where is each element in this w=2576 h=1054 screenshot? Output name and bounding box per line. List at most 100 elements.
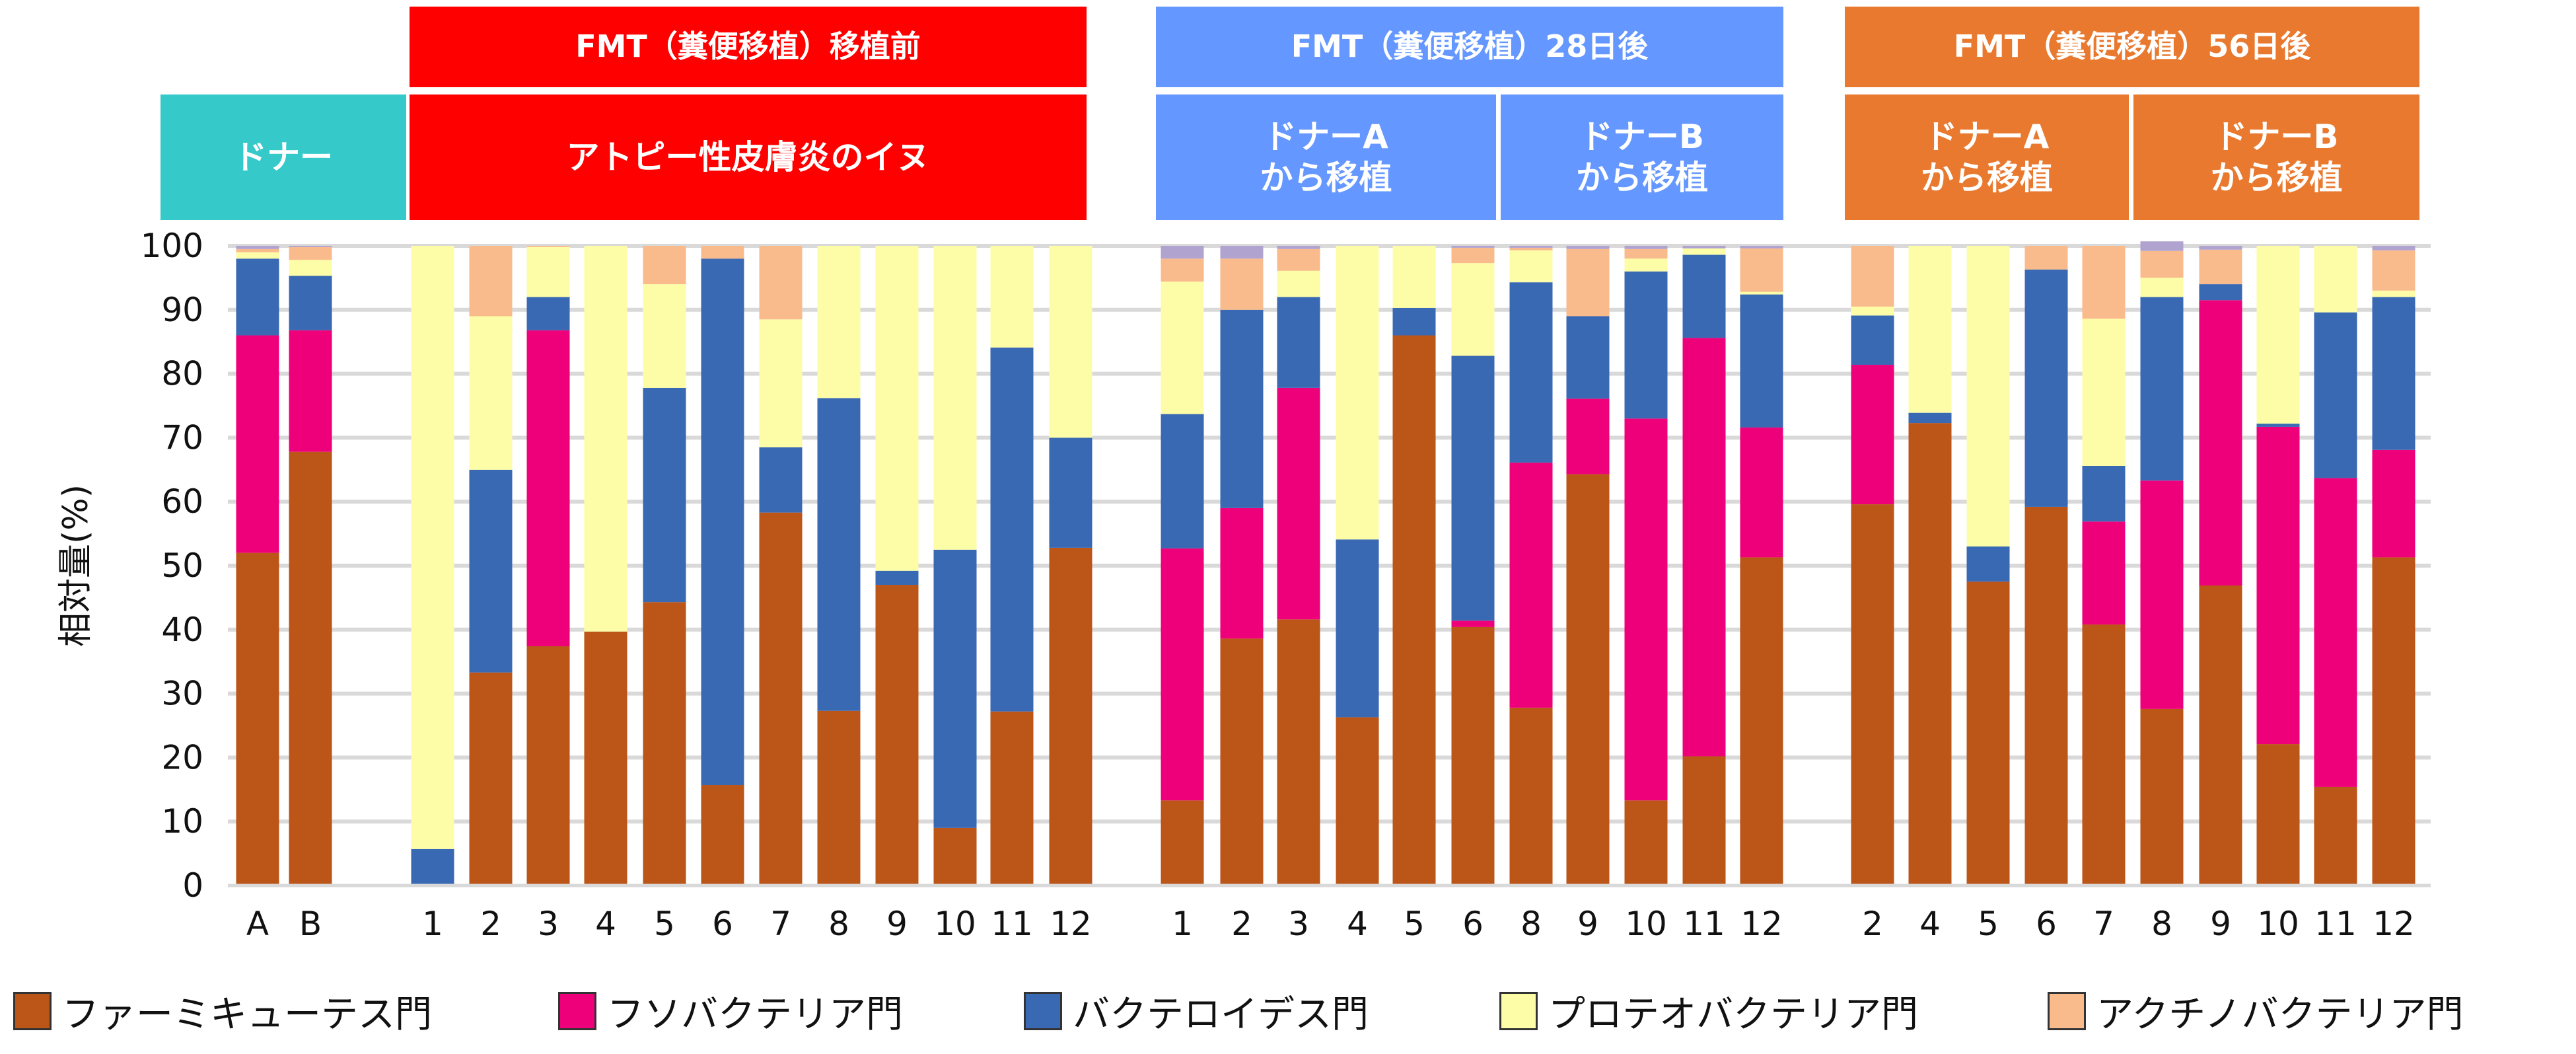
bar-segment-fusobacteria <box>2256 426 2300 745</box>
bar-segment-firmicutes <box>1392 335 1436 885</box>
bar-segment-actinobacteria <box>643 246 686 285</box>
bar-segment-other <box>289 246 332 247</box>
bar-segment-other <box>1740 246 1783 248</box>
bar-segment-proteobacteria <box>526 246 570 297</box>
bar-segment-fusobacteria <box>289 330 332 452</box>
bar-segment-bacteroidetes <box>1336 539 1379 718</box>
x-tick-label: 8 <box>1521 905 1542 943</box>
bar-segment-bacteroidetes <box>1966 546 2010 582</box>
bar-segment-bacteroidetes <box>1049 437 1092 548</box>
bar-segment-bacteroidetes <box>236 258 279 336</box>
bar-segment-fusobacteria <box>526 330 570 646</box>
bar-segment-fusobacteria <box>1740 427 1783 558</box>
bar-segment-bacteroidetes <box>1277 297 1320 388</box>
bar-segment-actinobacteria <box>1624 248 1668 259</box>
bar-segment-actinobacteria <box>236 248 279 252</box>
bar-segment-firmicutes <box>1161 800 1204 885</box>
bar-segment-actinobacteria <box>701 246 744 259</box>
bar-segment-proteobacteria <box>584 246 627 632</box>
bar-segment-bacteroidetes <box>526 297 570 330</box>
bar-segment-proteobacteria <box>1509 250 1553 283</box>
bar-segment-fusobacteria <box>1624 418 1668 801</box>
bar-segment-bacteroidetes <box>643 387 686 603</box>
bar-segment-proteobacteria <box>236 252 279 259</box>
bar-segment-bacteroidetes <box>1566 316 1610 399</box>
x-tick-label: 6 <box>2036 905 2057 943</box>
bar-segment-other <box>1509 246 1553 248</box>
bar-segment-bacteroidetes <box>2372 297 2415 450</box>
bar-segment-proteobacteria <box>1624 258 1668 272</box>
bar-segment-fusobacteria <box>1161 548 1204 801</box>
bar-segment-proteobacteria <box>1161 282 1204 414</box>
bar-segment-firmicutes <box>1336 717 1379 885</box>
bar-segment-proteobacteria <box>1740 291 1783 295</box>
x-tick-label: 3 <box>538 905 559 943</box>
bar-segment-proteobacteria <box>643 284 686 388</box>
bar-segment-bacteroidetes <box>1220 309 1264 508</box>
legend-swatch <box>1024 992 1062 1030</box>
legend-item-fusobacteria: フソバクテリア門 <box>558 978 903 1044</box>
legend-label: フソバクテリア門 <box>607 993 903 1036</box>
bar-segment-proteobacteria <box>1908 246 1952 413</box>
bar-segment-bacteroidetes <box>990 347 1034 712</box>
bar-segment-proteobacteria <box>1851 306 1894 316</box>
bar-segment-fusobacteria <box>2314 478 2357 787</box>
header-d56-top: FMT（糞便移植）56日後 <box>1845 7 2419 87</box>
bar-segment-firmicutes <box>1851 504 1894 885</box>
bar-segment-bacteroidetes <box>1451 356 1495 621</box>
header-d28-donor-a: ドナーA から移植 <box>1156 94 1496 220</box>
y-tick-label: 100 <box>141 227 203 265</box>
bar-segment-actinobacteria <box>2024 246 2068 270</box>
x-tick-label: 12 <box>1050 905 1092 943</box>
x-tick-label: 9 <box>1577 905 1598 943</box>
legend-label: ファーミキューテス門 <box>62 993 432 1036</box>
bar-segment-firmicutes <box>2372 557 2415 885</box>
bar-segment-bacteroidetes <box>701 258 744 786</box>
bar-segment-firmicutes <box>2082 624 2126 885</box>
legend-label: プロテオバクテリア門 <box>1548 993 1918 1036</box>
header-pre-bottom: アトピー性皮膚炎のイヌ <box>410 94 1087 220</box>
bar-segment-bacteroidetes <box>2314 312 2357 478</box>
bar-segment-proteobacteria <box>2140 278 2184 297</box>
bar-segment-firmicutes <box>1451 626 1495 885</box>
bar-segment-firmicutes <box>759 512 803 885</box>
legend-swatch <box>1499 992 1538 1030</box>
x-tick-label: 10 <box>1625 905 1667 943</box>
legend-label: バクテロイデス門 <box>1073 993 1369 1036</box>
bar-segment-proteobacteria <box>817 246 861 398</box>
legend-item-bacteroidetes: バクテロイデス門 <box>1024 978 1369 1044</box>
bar-segment-actinobacteria <box>1851 246 1894 307</box>
bar-segment-fusobacteria <box>1220 508 1264 639</box>
bar-segment-bacteroidetes <box>2082 465 2126 522</box>
x-tick-label: 2 <box>1231 905 1252 943</box>
bar-segment-bacteroidetes <box>1851 315 1894 365</box>
x-tick-label: 6 <box>712 905 733 943</box>
bar-segment-fusobacteria <box>236 335 279 553</box>
x-tick-label: 12 <box>2373 905 2415 943</box>
bar-segment-actinobacteria <box>1740 248 1783 292</box>
bar-segment-actinobacteria <box>2082 246 2126 319</box>
y-tick-label: 70 <box>161 418 203 457</box>
x-tick-label: A <box>246 905 269 943</box>
bar-segment-firmicutes <box>1277 619 1320 885</box>
x-tick-label: 4 <box>1347 905 1368 943</box>
bar-segment-firmicutes <box>1740 557 1783 885</box>
bar-segment-other <box>1277 246 1320 249</box>
bar-segment-firmicutes <box>1624 800 1668 885</box>
bar-segment-fusobacteria <box>1851 365 1894 505</box>
x-tick-label: 10 <box>2257 905 2299 943</box>
x-tick-label: 2 <box>480 905 501 943</box>
bar-segment-actinobacteria <box>469 246 513 317</box>
bar-segment-actinobacteria <box>759 246 803 320</box>
bar-segment-proteobacteria <box>411 246 454 849</box>
bar-segment-actinobacteria <box>2199 249 2242 285</box>
bar-segment-proteobacteria <box>1966 246 2010 546</box>
bar-segment-actinobacteria <box>526 246 570 247</box>
bar-segment-firmicutes <box>933 827 977 885</box>
x-tick-label: B <box>299 905 322 943</box>
x-tick-label: 9 <box>886 905 908 943</box>
bar-segment-bacteroidetes <box>1908 412 1952 424</box>
bar-segment-other <box>236 246 279 249</box>
x-tick-label: 7 <box>2093 905 2114 943</box>
bar-segment-bacteroidetes <box>1682 254 1726 338</box>
